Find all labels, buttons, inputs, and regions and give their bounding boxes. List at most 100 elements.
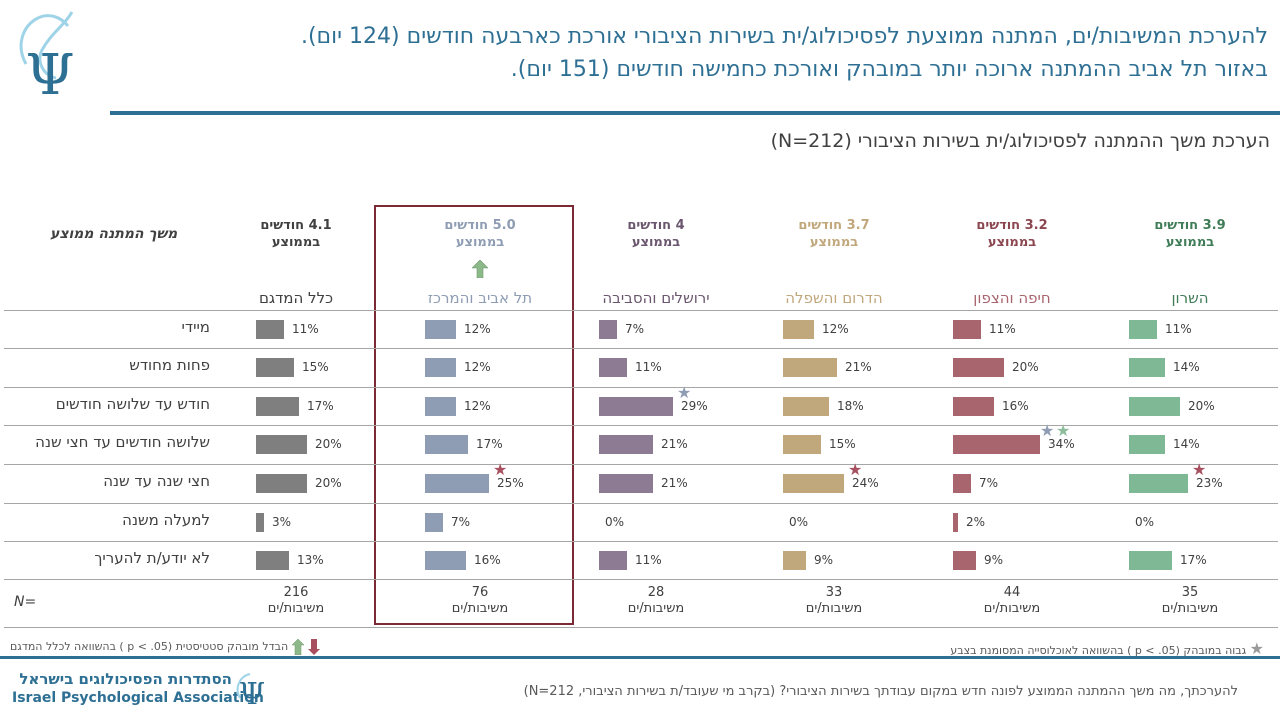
grid-line (4, 503, 1278, 504)
n-sub: משיבות/ים (267, 601, 325, 616)
column-name-3: הדרום והשפלה (785, 289, 883, 307)
row-label-1: פחות מחודש (129, 356, 210, 374)
row-label-2: חודש עד שלושה חודשים (55, 395, 210, 413)
n-sub: משיבות/ים (1161, 601, 1219, 616)
bar (599, 551, 627, 570)
data-label: 20% (315, 437, 342, 451)
column-average-sub: בממוצע (631, 235, 681, 250)
bar (953, 435, 1040, 454)
column-average-3: 3.7 חודשים בממוצע (759, 217, 909, 251)
data-label: 18% (837, 399, 864, 413)
column-name-5: השרון (1171, 289, 1209, 307)
column-average-sub: בממוצע (1165, 235, 1215, 250)
row-label-6: לא יודע/ת להעריך (94, 549, 210, 567)
bar (953, 397, 994, 416)
bar (1129, 320, 1157, 339)
n-value-0: 216 משיבות/ים (236, 585, 356, 617)
bar (1129, 551, 1172, 570)
n-count: 28 (647, 585, 665, 600)
bar (425, 474, 489, 493)
significance-star-icon: ★ (1192, 460, 1207, 479)
significance-star-icon: ★ (848, 460, 863, 479)
bar (599, 358, 627, 377)
column-average-value: 3.2 חודשים (976, 218, 1048, 233)
data-label: 20% (1188, 399, 1215, 413)
significance-star-icon: ★ (1056, 421, 1071, 440)
data-label: 25% (497, 476, 524, 490)
data-label: 12% (822, 322, 849, 336)
column-name-2: ירושלים והסביבה (602, 289, 710, 307)
grid-line (4, 310, 1278, 311)
bar (425, 551, 466, 570)
data-label: 21% (661, 437, 688, 451)
column-average-sub: בממוצע (809, 235, 859, 250)
n-value-5: 35 משיבות/ים (1130, 585, 1250, 617)
data-label: 7% (451, 515, 471, 529)
row-label-4: חצי שנה עד שנה (103, 472, 210, 490)
arrow-pair-icon (291, 638, 320, 656)
bar (425, 358, 456, 377)
n-count: 35 (1181, 585, 1199, 600)
svg-text:Ψ: Ψ (25, 43, 74, 102)
bar (953, 320, 981, 339)
data-label: 11% (292, 322, 319, 336)
n-count: 76 (471, 585, 489, 600)
bar (953, 358, 1004, 377)
header-divider (110, 111, 1280, 115)
data-label: 11% (635, 553, 662, 567)
bar (1129, 358, 1165, 377)
headline-line-2: באזור תל אביב ההמתנה ארוכה יותר במובהק ו… (510, 57, 1268, 82)
row-label-3: שלושה חודשים עד חצי שנה (35, 433, 210, 451)
data-label: 29% (681, 399, 708, 413)
column-name-1: תל אביב והמרכז (427, 289, 533, 307)
column-average-4: 3.2 חודשים בממוצע (937, 217, 1087, 251)
data-label: 17% (307, 399, 334, 413)
grid-line (4, 579, 1278, 580)
column-average-2: 4 חודשים בממוצע (581, 217, 731, 251)
column-name-4: חיפה והצפון (973, 289, 1051, 307)
bar (783, 358, 837, 377)
data-label: 14% (1173, 360, 1200, 374)
bar (256, 474, 307, 493)
n-sub: משיבות/ים (451, 601, 509, 616)
bar (783, 397, 829, 416)
column-average-value: 3.9 חודשים (1154, 218, 1226, 233)
footer-divider (0, 656, 1280, 659)
data-label: 16% (1002, 399, 1029, 413)
column-average-value: 4.1 חודשים (260, 218, 332, 233)
bar (425, 320, 456, 339)
ipa-logo-icon: Ψ (19, 11, 75, 102)
org-name-hebrew: הסתדרות הפסיכולוגים בישראל (19, 670, 232, 688)
data-label: 16% (474, 553, 501, 567)
column-average-value: 4 חודשים (627, 218, 685, 233)
up-arrow-icon (471, 259, 489, 282)
data-label: 23% (1196, 476, 1223, 490)
bar (256, 551, 289, 570)
headline: להערכת המשיבות/ים, המתנה ממוצעת לפסיכולו… (188, 20, 1268, 86)
bar (599, 474, 653, 493)
footer-psi-icon: Ψ (236, 673, 265, 710)
bar (1129, 474, 1188, 493)
data-label: 9% (984, 553, 1004, 567)
data-label: 21% (845, 360, 872, 374)
significance-star-icon: ★ (1040, 421, 1055, 440)
data-label: 11% (635, 360, 662, 374)
bar (599, 435, 653, 454)
bar (425, 435, 468, 454)
bar (1129, 397, 1180, 416)
data-label: 15% (829, 437, 856, 451)
row-label-0: מיידי (181, 318, 210, 336)
n-value-2: 28 משיבות/ים (596, 585, 716, 617)
svg-text:Ψ: Ψ (239, 677, 265, 710)
data-label: 2% (966, 515, 986, 529)
star-legend: ★ גבוה במובהק (p < .05 ) בהשוואה לאוכלוס… (950, 639, 1264, 658)
column-average-1: 5.0 חודשים בממוצע (405, 217, 555, 251)
n-sub: משיבות/ים (627, 601, 685, 616)
significance-star-icon: ★ (677, 383, 692, 402)
bar (1129, 435, 1165, 454)
data-label: 20% (315, 476, 342, 490)
average-header: משך המתנה ממוצע (50, 226, 178, 242)
n-sub: משיבות/ים (805, 601, 863, 616)
bar (256, 320, 284, 339)
data-label: 17% (476, 437, 503, 451)
